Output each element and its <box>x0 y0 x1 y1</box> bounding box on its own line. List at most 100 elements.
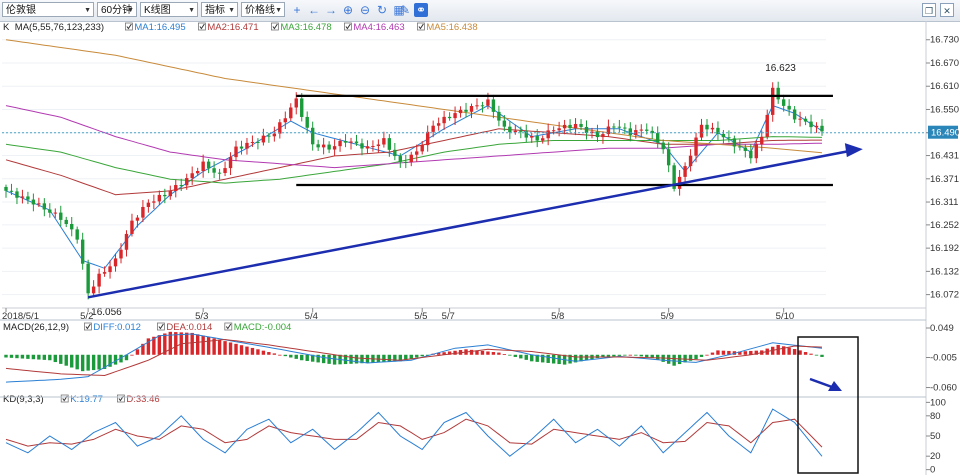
symbol-select[interactable]: 伦敦银 ▼ <box>2 2 94 17</box>
grid-lines <box>2 39 826 296</box>
macd-bar <box>119 354 123 363</box>
price-tick-label: 16.072 <box>930 290 959 301</box>
macd-bar <box>195 334 200 355</box>
macd-bar <box>261 350 266 355</box>
legend-checkbox <box>84 322 92 331</box>
candle <box>195 167 200 176</box>
price-line-select[interactable]: 价格线 ▼ <box>241 2 285 17</box>
chevron-down-icon: ▼ <box>188 7 195 14</box>
check-icon <box>345 23 351 30</box>
candle <box>754 140 758 164</box>
chart-style-icon[interactable]: ▦ <box>393 3 405 17</box>
macd-bar <box>601 354 605 358</box>
time-tick-label: 5/10 <box>776 311 795 322</box>
candle <box>343 134 348 148</box>
candle <box>250 135 255 147</box>
link-icon[interactable]: ⚭ <box>414 3 428 17</box>
kd-tick-label: 20 <box>930 451 941 462</box>
macd-bar <box>310 354 315 362</box>
candle <box>760 130 764 152</box>
legends: K MA(5,55,76,123,233) MA1:16.495 MA2:16.471… <box>3 22 478 405</box>
candle <box>59 205 63 227</box>
candle <box>102 266 107 277</box>
draw-pen-icon[interactable]: ✎ <box>399 3 411 17</box>
chevron-down-icon: ▼ <box>127 7 134 14</box>
arrow-left-icon[interactable]: ← <box>308 3 320 17</box>
candle <box>135 215 140 228</box>
candle <box>157 190 162 205</box>
macd-bar <box>425 354 430 356</box>
restore-window-icon[interactable]: ❐ <box>922 3 936 17</box>
candle <box>300 93 304 122</box>
zoom-in-icon[interactable]: ⊕ <box>342 3 354 17</box>
candle <box>146 199 151 213</box>
macd-bar <box>524 354 528 360</box>
candle <box>738 139 742 151</box>
candle <box>705 119 709 137</box>
macd-bar <box>86 354 90 371</box>
macd-tick-label: -0.005 <box>930 353 957 364</box>
macd-bar <box>228 342 233 355</box>
macd-bar <box>31 354 36 360</box>
macd-bar <box>568 354 572 364</box>
candle <box>37 197 41 208</box>
candle <box>508 121 512 140</box>
macd-panel: 0.049 -0.005 -0.060 <box>4 323 957 394</box>
macd-bar <box>42 354 47 360</box>
candle <box>699 118 704 141</box>
macd-bar <box>234 343 238 355</box>
candle <box>787 99 791 116</box>
macd-bar <box>579 354 583 362</box>
candle <box>321 137 326 155</box>
candle <box>349 137 353 150</box>
candle <box>228 152 233 176</box>
candle <box>316 139 320 151</box>
candle <box>130 213 134 237</box>
candle <box>108 260 112 279</box>
macd-bar <box>595 354 600 359</box>
macd-bar <box>124 354 129 361</box>
crosshair-icon[interactable]: + <box>293 3 301 17</box>
candle <box>163 188 167 204</box>
macd-bar <box>360 354 364 364</box>
candle <box>672 162 676 192</box>
macd-bar <box>354 354 359 364</box>
macd-bar <box>699 354 704 357</box>
kd-tick-label: 0 <box>930 465 935 475</box>
macd-bar <box>809 353 813 355</box>
period-select[interactable]: 60分钟 ▼ <box>97 2 137 17</box>
macd-bar <box>4 354 8 358</box>
macd-bar <box>404 354 408 361</box>
candle <box>464 102 468 118</box>
price-axis: 16.730 16.670 16.610 16.550 16.490 16.431 16.3… <box>925 21 960 475</box>
arrow-right-icon[interactable]: → <box>325 3 337 17</box>
chart-type-select-label: K线图 <box>144 5 171 16</box>
candle <box>579 119 583 131</box>
macd-bar <box>491 352 496 355</box>
macd-bar <box>163 333 167 355</box>
legend-checkbox <box>343 22 352 31</box>
chart-type-select[interactable]: K线图 ▼ <box>140 2 198 17</box>
reset-icon[interactable]: ↻ <box>376 3 388 17</box>
zoom-out-icon[interactable]: ⊖ <box>359 3 371 17</box>
close-icon[interactable]: ✕ <box>940 3 954 17</box>
candle <box>776 81 780 104</box>
check-icon <box>225 323 232 330</box>
candle <box>469 103 474 119</box>
candle <box>551 126 556 135</box>
kd-d-line <box>5 418 823 448</box>
candle <box>491 94 496 119</box>
candle <box>568 119 572 133</box>
macd-bar <box>776 344 780 355</box>
time-tick-label: 5/8 <box>551 311 564 322</box>
candle <box>562 119 567 135</box>
high-price-label: 16.623 <box>765 63 796 74</box>
macd-bar <box>442 352 446 355</box>
candle <box>475 98 479 110</box>
legend-value: K:19.77 <box>70 394 103 405</box>
macd-bar <box>541 354 545 363</box>
price-tick-label: 16.730 <box>930 35 959 46</box>
indicator-select[interactable]: 指标 ▼ <box>201 2 238 17</box>
time-tick-label: 5/5 <box>414 311 427 322</box>
